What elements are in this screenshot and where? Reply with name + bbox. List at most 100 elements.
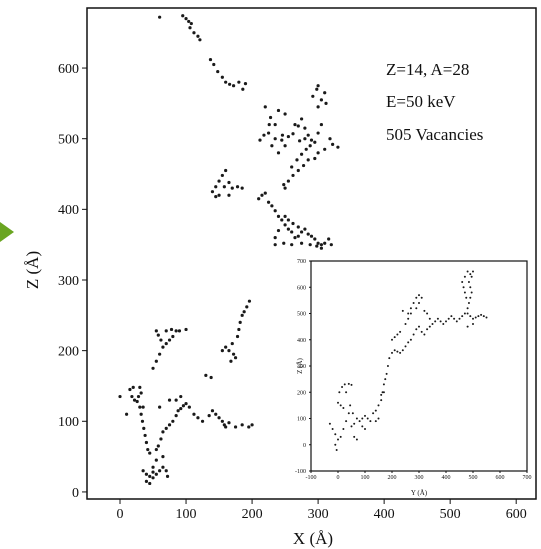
data-point bbox=[230, 341, 234, 346]
data-point bbox=[303, 137, 307, 141]
data-point bbox=[132, 398, 137, 402]
data-point bbox=[342, 428, 345, 430]
data-point bbox=[415, 307, 418, 310]
data-point bbox=[260, 193, 264, 197]
data-point bbox=[243, 81, 248, 86]
data-point bbox=[358, 420, 361, 423]
data-point bbox=[159, 437, 163, 441]
data-point bbox=[118, 394, 122, 399]
data-point bbox=[474, 316, 477, 319]
data-point bbox=[308, 243, 312, 247]
data-point bbox=[176, 409, 180, 413]
data-point bbox=[423, 309, 426, 312]
y-tick-label: 0 bbox=[303, 443, 306, 449]
data-point bbox=[382, 383, 385, 386]
annotation-atomic-numbers: Z=14, A=28 bbox=[386, 60, 469, 79]
data-point bbox=[247, 425, 251, 429]
data-point bbox=[407, 317, 410, 320]
data-point bbox=[347, 382, 350, 385]
data-point bbox=[291, 221, 295, 226]
data-point bbox=[224, 425, 228, 429]
data-point bbox=[461, 315, 464, 318]
x-tick-label: 600 bbox=[506, 507, 527, 522]
data-point bbox=[217, 193, 221, 197]
data-point bbox=[470, 291, 473, 294]
data-point bbox=[364, 414, 366, 417]
data-point bbox=[154, 359, 158, 363]
y-tick-label: 300 bbox=[58, 274, 79, 289]
y-tick-label: 700 bbox=[297, 259, 306, 265]
main-x-axis-label: X (Å) bbox=[293, 529, 333, 548]
data-point bbox=[296, 234, 300, 238]
data-point bbox=[366, 417, 369, 420]
data-point bbox=[148, 481, 152, 486]
data-point bbox=[283, 214, 287, 219]
y-tick-label: 100 bbox=[58, 415, 79, 430]
data-point bbox=[273, 137, 277, 141]
data-point bbox=[210, 409, 215, 413]
data-point bbox=[217, 416, 221, 420]
data-point bbox=[337, 401, 339, 404]
data-point bbox=[266, 200, 271, 204]
data-point bbox=[171, 334, 175, 339]
x-tick-label: 500 bbox=[440, 507, 461, 522]
data-point bbox=[125, 412, 129, 416]
data-point bbox=[164, 426, 168, 430]
y-tick-label: -100 bbox=[295, 469, 306, 475]
data-point bbox=[220, 173, 224, 178]
data-point bbox=[372, 412, 375, 415]
inset-y-axis-label: Z (Å) bbox=[296, 357, 304, 373]
data-point bbox=[482, 315, 485, 318]
inset-y-ticks: -100 0 100 200 300 400 500 600 700 bbox=[295, 259, 311, 475]
data-point bbox=[196, 34, 200, 38]
data-point bbox=[231, 84, 236, 88]
data-point bbox=[227, 421, 231, 425]
data-point bbox=[377, 417, 380, 420]
data-point bbox=[257, 197, 261, 201]
data-point bbox=[286, 218, 290, 222]
data-point bbox=[436, 317, 439, 320]
data-point bbox=[240, 423, 244, 427]
data-point bbox=[420, 330, 423, 333]
inset-data-points bbox=[328, 270, 488, 451]
data-point bbox=[391, 338, 393, 341]
data-point bbox=[412, 333, 415, 336]
data-point bbox=[428, 325, 431, 328]
data-point bbox=[293, 236, 297, 240]
data-point bbox=[263, 105, 267, 109]
data-point bbox=[167, 338, 172, 342]
data-point bbox=[401, 349, 404, 352]
main-y-ticks: 0 100 200 300 400 500 600 bbox=[58, 62, 87, 501]
data-point bbox=[306, 232, 310, 236]
data-point bbox=[276, 151, 281, 155]
data-point bbox=[187, 19, 191, 24]
data-point bbox=[350, 383, 353, 386]
data-point bbox=[323, 241, 327, 245]
data-point bbox=[382, 391, 385, 394]
data-point bbox=[224, 345, 228, 349]
data-point bbox=[177, 329, 182, 333]
main-plot-frame bbox=[86, 7, 537, 500]
data-point bbox=[214, 185, 218, 189]
data-point bbox=[477, 315, 480, 318]
data-point bbox=[161, 465, 165, 469]
y-tick-label: 600 bbox=[297, 285, 306, 291]
data-point bbox=[230, 186, 234, 190]
data-point bbox=[164, 329, 168, 333]
data-point bbox=[207, 414, 211, 418]
data-point bbox=[148, 451, 152, 455]
data-point bbox=[415, 328, 418, 331]
data-point bbox=[283, 186, 287, 190]
data-point bbox=[262, 133, 266, 137]
data-point bbox=[200, 419, 205, 423]
annotation-energy: E=50 keV bbox=[386, 92, 456, 111]
data-point bbox=[214, 195, 218, 199]
data-point bbox=[238, 320, 242, 324]
data-point bbox=[404, 323, 407, 325]
x-tick-label: 100 bbox=[176, 507, 197, 522]
data-point bbox=[339, 435, 342, 438]
data-point bbox=[328, 137, 332, 141]
data-point bbox=[315, 244, 319, 248]
data-point bbox=[267, 122, 271, 127]
data-point bbox=[293, 122, 297, 127]
